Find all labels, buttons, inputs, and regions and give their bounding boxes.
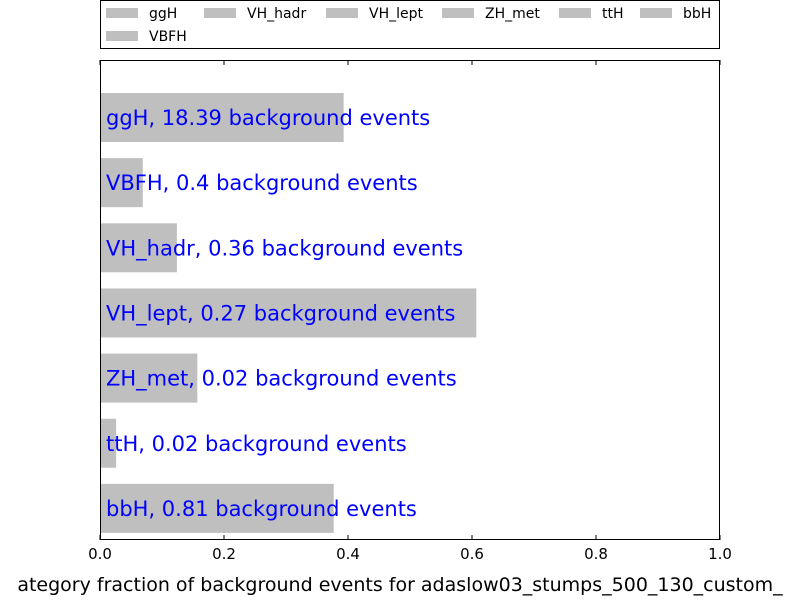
legend-swatch	[204, 8, 236, 18]
bar-vh-lept	[100, 288, 477, 338]
legend-label: ttH	[602, 6, 624, 22]
x-tick-label: 1.0	[708, 545, 732, 563]
bar-ggh	[100, 93, 344, 142]
legend-label: ZH_met	[485, 6, 540, 22]
legend-label: VH_lept	[369, 6, 423, 22]
legend-swatch	[106, 31, 138, 41]
legend-swatch	[442, 8, 474, 18]
plot-frame	[100, 60, 720, 540]
legend-swatch	[640, 8, 672, 18]
x-tick-label: 0.0	[88, 545, 112, 563]
bar-label: VH_lept, 0.27 background events	[106, 301, 455, 326]
bar-tth	[100, 418, 117, 468]
plot-area: ggH, 18.39 background events VBFH, 0.4 ba…	[88, 60, 732, 563]
x-tick-label: 0.6	[460, 545, 484, 563]
x-tick-label: 0.4	[336, 545, 360, 563]
bar-label: ggH, 18.39 background events	[106, 106, 430, 130]
bar-label: ZH_met, 0.02 background events	[106, 367, 457, 392]
bar-label: VBFH, 0.4 background events	[106, 171, 418, 195]
bar-label: VH_hadr, 0.36 background events	[106, 236, 463, 261]
legend-label: bbH	[683, 6, 711, 22]
bar-label: ttH, 0.02 background events	[106, 432, 407, 456]
x-tick-label: 0.2	[212, 545, 236, 563]
x-tick-label: 0.8	[584, 545, 608, 563]
bar-vh-hadr	[100, 223, 177, 273]
x-axis-title: ategory fraction of background events fo…	[17, 574, 783, 596]
bar-bbh	[100, 483, 334, 533]
legend-swatch	[106, 8, 138, 18]
legend: ggH VH_hadr VH_lept ZH_met ttH bbH VBFH	[100, 0, 720, 49]
legend-label: VH_hadr	[247, 6, 306, 22]
legend-swatch	[559, 8, 591, 18]
legend-swatch	[326, 8, 358, 18]
legend-label: ggH	[149, 6, 177, 22]
bar-vbfh	[100, 158, 143, 208]
legend-frame	[100, 0, 720, 49]
bar-zh-met	[100, 353, 198, 403]
bar-label: bbH, 0.81 background events	[106, 497, 417, 521]
legend-label: VBFH	[149, 29, 187, 45]
